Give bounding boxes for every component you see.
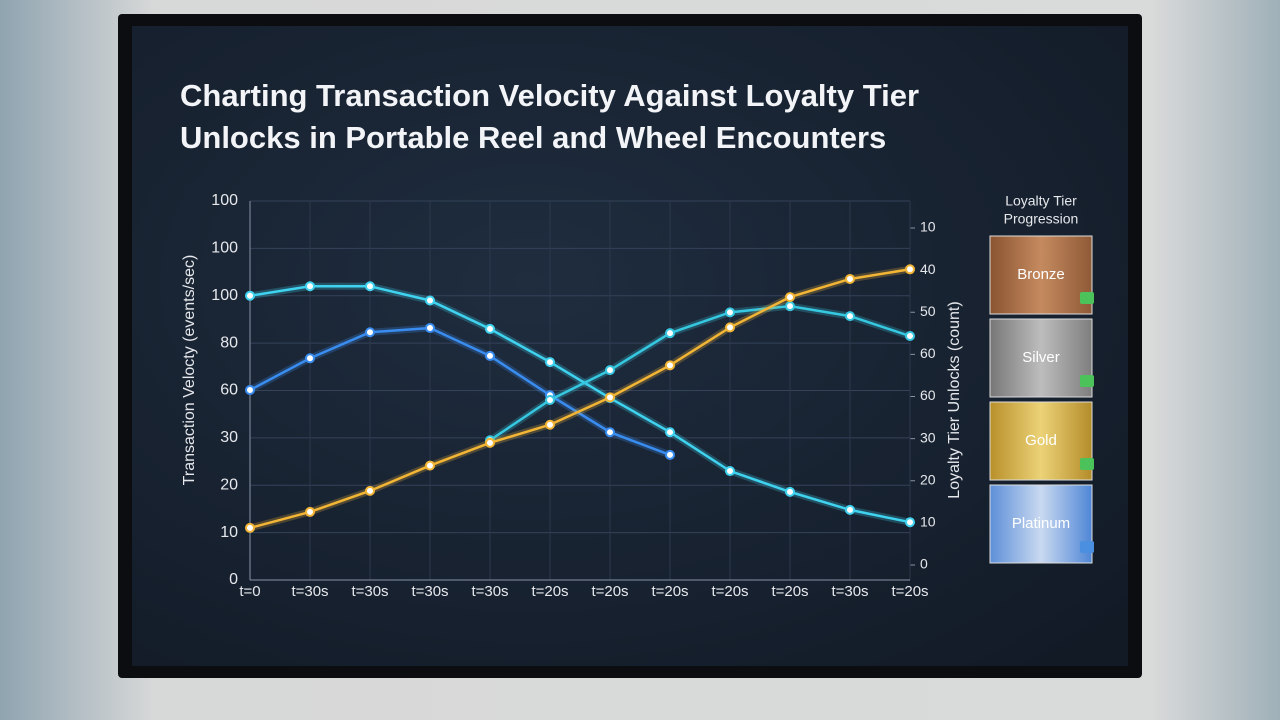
y2-tick-label: 30: [920, 429, 936, 445]
point: [245, 385, 255, 396]
screen: [132, 26, 1128, 666]
tier-label: Bronze: [1017, 266, 1065, 283]
point: [545, 357, 555, 368]
x-tick-label: t=20s: [711, 583, 748, 600]
point: [545, 419, 555, 430]
point: [245, 290, 255, 301]
series-line: [489, 304, 911, 442]
point: [905, 331, 915, 342]
x-tick-label: t=20s: [651, 583, 688, 600]
point: [665, 449, 675, 460]
title-line: Unlocks in Portable Reel and Wheel Encou…: [180, 120, 886, 155]
y-tick-label: 20: [220, 476, 238, 493]
y2-tick-label: 40: [920, 261, 936, 277]
x-tick-label: t=20s: [531, 583, 568, 600]
point: [425, 460, 435, 471]
y-axis-label: Transaction Velocty (events/sec): [181, 255, 198, 486]
tier-label: Platinum: [1012, 515, 1070, 532]
x-tick-label: t=30s: [831, 583, 868, 600]
y2-axis-label: Loyalty Tier Unlocks (count): [946, 301, 963, 498]
point: [605, 365, 615, 376]
series-line: [249, 285, 911, 524]
panel-title: Progression: [1004, 211, 1079, 227]
point: [665, 328, 675, 339]
lock-icon: [1080, 458, 1094, 470]
x-tick-label: t=30s: [351, 583, 388, 600]
y2-tick-label: 10: [920, 219, 936, 235]
x-tick-label: t=20s: [771, 583, 808, 600]
tier-card: [989, 484, 1093, 564]
y-tick-label: 10: [220, 524, 238, 541]
y2-tick-label: 60: [920, 345, 936, 361]
x-tick-label: t=20s: [591, 583, 628, 600]
title-line: Charting Transaction Velocity Against Lo…: [180, 78, 919, 113]
point: [305, 281, 315, 292]
point: [725, 322, 735, 333]
point: [845, 504, 855, 515]
point: [485, 437, 495, 448]
point: [485, 350, 495, 361]
point: [365, 327, 375, 338]
x-tick-label: t=30s: [411, 583, 448, 600]
x-tick-label: t=30s: [471, 583, 508, 600]
point: [665, 360, 675, 371]
point: [605, 427, 615, 438]
point: [845, 273, 855, 284]
point: [785, 301, 795, 312]
panel-title: Loyalty Tier: [1005, 193, 1077, 209]
y2-tick-label: 20: [920, 471, 936, 487]
y-tick-label: 100: [211, 192, 238, 209]
y2-tick-label: 0: [920, 556, 928, 572]
tier-card: [989, 318, 1093, 398]
y-tick-label: 100: [211, 240, 238, 257]
point: [245, 522, 255, 533]
x-tick-label: t=20s: [891, 583, 928, 600]
y-tick-label: 80: [220, 334, 238, 351]
point: [605, 392, 615, 403]
y-tick-label: 100: [211, 287, 238, 304]
tier-card: [989, 235, 1093, 315]
series-line: [249, 268, 911, 530]
tier-panel: Bronze Silver Gold Platinum: [989, 235, 1094, 564]
point: [905, 264, 915, 275]
point: [485, 323, 495, 334]
point: [725, 466, 735, 477]
y2-tick-label: 60: [920, 387, 936, 403]
lock-icon: [1080, 292, 1094, 304]
y-tick-label: 60: [220, 382, 238, 399]
point: [845, 311, 855, 322]
x-tick-label: t=0: [239, 583, 260, 600]
lock-icon: [1080, 541, 1094, 553]
tier-label: Gold: [1025, 432, 1057, 449]
point: [425, 295, 435, 306]
point: [305, 353, 315, 364]
x-tick-label: t=30s: [291, 583, 328, 600]
y-tick-label: 30: [220, 429, 238, 446]
lock-icon: [1080, 375, 1094, 387]
y2-tick-label: 10: [920, 514, 936, 530]
y-tick-label: 0: [229, 571, 238, 588]
tier-card: [989, 401, 1093, 481]
tier-label: Silver: [1022, 349, 1060, 366]
series-line: [249, 326, 671, 457]
point: [425, 322, 435, 333]
point: [665, 427, 675, 438]
point: [785, 486, 795, 497]
point: [725, 307, 735, 318]
point: [365, 485, 375, 496]
point: [305, 506, 315, 517]
plot: 0 10 20 30 60 80 100 100 100 0 10 20 30 60 60 50 40 10 t=0…: [211, 192, 935, 600]
y2-tick-label: 50: [920, 303, 936, 319]
point: [905, 517, 915, 528]
point: [545, 394, 555, 405]
point: [785, 292, 795, 303]
point: [365, 281, 375, 292]
